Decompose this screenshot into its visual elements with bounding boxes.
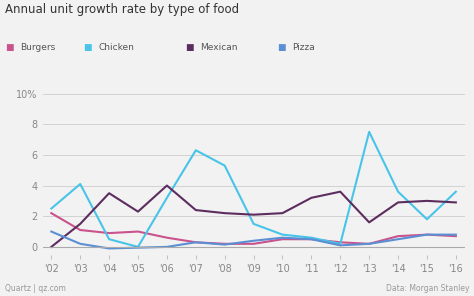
Text: Chicken: Chicken: [98, 43, 134, 52]
Burgers: [309, 237, 314, 241]
Mexican: [366, 221, 372, 224]
Line: Mexican: Mexican: [51, 186, 456, 247]
Line: Pizza: Pizza: [51, 231, 456, 248]
Pizza: [337, 244, 343, 247]
Pizza: [77, 242, 83, 246]
Pizza: [135, 246, 141, 250]
Chicken: [251, 222, 256, 226]
Burgers: [453, 234, 459, 238]
Chicken: [48, 207, 54, 210]
Pizza: [48, 230, 54, 233]
Pizza: [251, 239, 256, 242]
Mexican: [77, 222, 83, 226]
Burgers: [48, 211, 54, 215]
Pizza: [193, 241, 199, 244]
Text: Burgers: Burgers: [20, 43, 55, 52]
Chicken: [193, 149, 199, 152]
Text: Mexican: Mexican: [200, 43, 237, 52]
Mexican: [251, 213, 256, 216]
Text: ■: ■: [83, 43, 91, 52]
Burgers: [395, 234, 401, 238]
Mexican: [135, 210, 141, 213]
Text: ■: ■: [5, 43, 13, 52]
Burgers: [193, 241, 199, 244]
Text: Pizza: Pizza: [292, 43, 315, 52]
Chicken: [395, 190, 401, 194]
Burgers: [366, 242, 372, 246]
Text: Annual unit growth rate by type of food: Annual unit growth rate by type of food: [5, 3, 239, 16]
Line: Chicken: Chicken: [51, 132, 456, 247]
Burgers: [164, 236, 170, 239]
Mexican: [164, 184, 170, 187]
Chicken: [280, 233, 285, 237]
Text: Quartz | qz.com: Quartz | qz.com: [5, 284, 65, 293]
Pizza: [106, 247, 112, 250]
Pizza: [164, 245, 170, 249]
Pizza: [366, 242, 372, 246]
Chicken: [164, 196, 170, 200]
Chicken: [106, 237, 112, 241]
Burgers: [251, 242, 256, 246]
Chicken: [135, 245, 141, 249]
Pizza: [280, 236, 285, 239]
Chicken: [424, 218, 430, 221]
Chicken: [309, 236, 314, 239]
Mexican: [280, 211, 285, 215]
Burgers: [337, 241, 343, 244]
Burgers: [135, 230, 141, 233]
Burgers: [106, 231, 112, 235]
Text: Data: Morgan Stanley: Data: Morgan Stanley: [386, 284, 469, 293]
Mexican: [395, 201, 401, 204]
Line: Burgers: Burgers: [51, 213, 456, 244]
Pizza: [395, 237, 401, 241]
Mexican: [453, 201, 459, 204]
Mexican: [309, 196, 314, 200]
Mexican: [222, 211, 228, 215]
Burgers: [424, 233, 430, 237]
Chicken: [366, 130, 372, 133]
Text: ■: ■: [185, 43, 193, 52]
Burgers: [280, 237, 285, 241]
Mexican: [106, 192, 112, 195]
Chicken: [222, 164, 228, 167]
Chicken: [337, 242, 343, 246]
Pizza: [309, 237, 314, 241]
Pizza: [222, 243, 228, 246]
Burgers: [77, 228, 83, 232]
Burgers: [222, 242, 228, 246]
Pizza: [453, 233, 459, 237]
Chicken: [77, 182, 83, 186]
Mexican: [193, 208, 199, 212]
Pizza: [424, 233, 430, 237]
Mexican: [48, 245, 54, 249]
Mexican: [337, 190, 343, 194]
Text: ■: ■: [277, 43, 286, 52]
Chicken: [453, 190, 459, 194]
Mexican: [424, 199, 430, 203]
